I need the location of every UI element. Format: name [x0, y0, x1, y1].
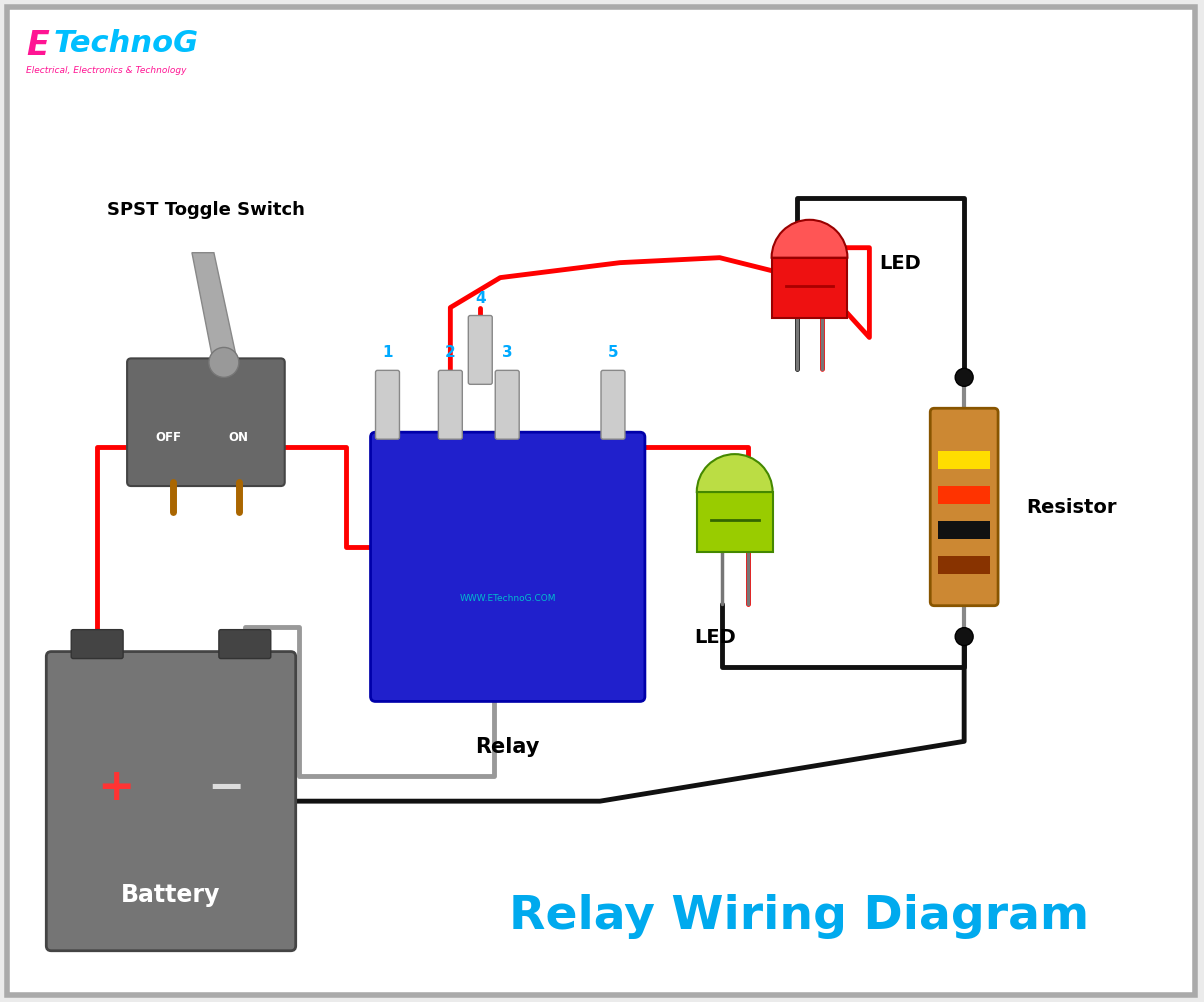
Text: ON: ON — [229, 431, 249, 444]
FancyBboxPatch shape — [495, 371, 519, 440]
FancyBboxPatch shape — [931, 409, 998, 606]
Text: Electrical, Electronics & Technology: Electrical, Electronics & Technology — [26, 66, 187, 75]
FancyBboxPatch shape — [7, 8, 1194, 995]
Bar — [938, 487, 990, 504]
Polygon shape — [772, 259, 848, 319]
Text: SPST Toggle Switch: SPST Toggle Switch — [107, 200, 305, 218]
FancyBboxPatch shape — [438, 371, 462, 440]
Bar — [938, 452, 990, 470]
Text: E: E — [26, 29, 49, 62]
FancyBboxPatch shape — [219, 630, 271, 659]
Text: 5: 5 — [608, 345, 619, 360]
Text: OFF: OFF — [155, 431, 182, 444]
FancyBboxPatch shape — [128, 359, 284, 487]
Polygon shape — [697, 493, 773, 552]
Text: Battery: Battery — [122, 882, 220, 906]
Text: TechnoG: TechnoG — [53, 29, 199, 58]
Text: +: + — [98, 766, 135, 809]
FancyBboxPatch shape — [371, 433, 645, 701]
Wedge shape — [772, 220, 848, 259]
FancyBboxPatch shape — [46, 652, 296, 951]
Circle shape — [955, 369, 973, 387]
Text: 2: 2 — [445, 345, 456, 360]
Text: 3: 3 — [502, 345, 513, 360]
FancyBboxPatch shape — [468, 317, 492, 385]
Polygon shape — [191, 254, 236, 356]
Text: LED: LED — [879, 254, 921, 273]
Text: Resistor: Resistor — [1026, 498, 1116, 517]
Text: 4: 4 — [474, 291, 485, 306]
FancyBboxPatch shape — [601, 371, 625, 440]
Circle shape — [955, 628, 973, 646]
Text: 1: 1 — [382, 345, 393, 360]
Text: −: − — [207, 766, 244, 809]
Bar — [938, 556, 990, 574]
Bar — [938, 521, 990, 539]
Text: Relay: Relay — [476, 736, 539, 757]
Text: Relay Wiring Diagram: Relay Wiring Diagram — [509, 894, 1090, 939]
Text: LED: LED — [694, 627, 736, 646]
Circle shape — [209, 348, 238, 378]
Text: WWW.ETechnoG.COM: WWW.ETechnoG.COM — [460, 594, 556, 603]
FancyBboxPatch shape — [71, 630, 123, 659]
FancyBboxPatch shape — [376, 371, 400, 440]
Wedge shape — [697, 455, 773, 493]
